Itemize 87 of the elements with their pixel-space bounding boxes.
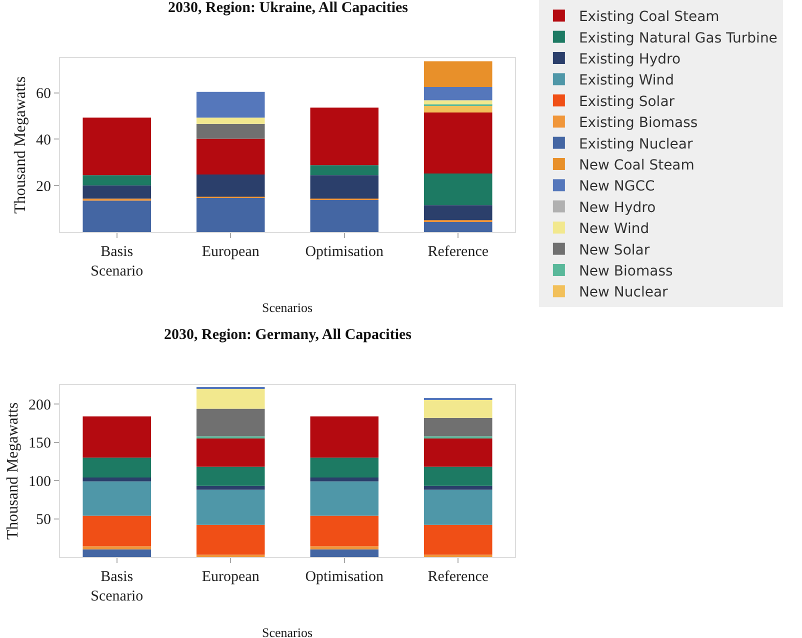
x-axis-title: Scenarios — [262, 625, 313, 638]
bar — [310, 200, 378, 232]
bar — [82, 481, 151, 516]
bar — [196, 198, 265, 232]
chart-title: 2030, Region: Germany, All Capacities — [164, 327, 412, 343]
bar — [424, 61, 492, 87]
legend-label: New Coal Steam — [578, 157, 694, 174]
bar — [424, 486, 492, 490]
bar — [424, 100, 492, 104]
bar — [424, 400, 492, 418]
legend-label: New Biomass — [578, 263, 673, 280]
y-tick-label: 50 — [36, 512, 51, 528]
x-tick-label: European — [202, 244, 260, 260]
bar — [196, 124, 265, 139]
bar — [424, 106, 492, 113]
bar — [82, 516, 151, 546]
bar — [424, 174, 492, 206]
legend-label: New Nuclear — [578, 284, 668, 301]
bar — [196, 408, 265, 436]
bar — [82, 200, 151, 232]
legend-label: Existing Coal Steam — [578, 9, 720, 26]
bar — [310, 478, 378, 482]
x-tick-label: Optimisation — [305, 244, 384, 260]
chart-title: 2030, Region: Ukraine, All Capacities — [168, 0, 408, 16]
bar — [424, 205, 492, 220]
legend-label: Existing Natural Gas Turbine — [578, 30, 778, 46]
bar — [196, 524, 265, 555]
bar — [82, 118, 151, 176]
x-tick-label: Basis Scenario — [90, 569, 144, 604]
bar — [424, 438, 492, 467]
bar — [424, 524, 492, 555]
bar — [82, 185, 151, 199]
bar — [424, 436, 492, 439]
bar — [82, 175, 151, 186]
x-tick-label: Reference — [428, 244, 489, 260]
y-axis-title: Thousand Megawatts — [4, 402, 22, 540]
bar — [424, 466, 492, 486]
legend-label: New Hydro — [578, 200, 656, 216]
legend-label: New NGCC — [578, 178, 656, 195]
legend-label: Existing Nuclear — [578, 136, 693, 152]
legend-label: New Wind — [578, 221, 650, 238]
y-tick-label: 150 — [28, 436, 51, 452]
bar — [424, 418, 492, 436]
bar — [196, 388, 265, 409]
x-tick-label: European — [202, 569, 260, 585]
bar — [424, 112, 492, 174]
bar — [196, 490, 265, 525]
bar — [196, 174, 265, 197]
x-tick-label: Basis Scenario — [90, 244, 144, 280]
y-tick-label: 200 — [28, 397, 51, 414]
bar — [310, 516, 378, 546]
bar — [82, 549, 151, 557]
bar — [196, 118, 265, 124]
bar — [310, 165, 378, 176]
bar — [82, 458, 151, 478]
x-tick-label: Reference — [428, 569, 489, 585]
bar — [196, 138, 265, 174]
legend-label: Existing Biomass — [578, 115, 698, 132]
bar — [424, 490, 492, 525]
bar — [196, 436, 265, 439]
y-tick-label: 20 — [36, 178, 51, 195]
bar — [424, 222, 492, 232]
bar — [424, 87, 492, 100]
bar — [196, 438, 265, 467]
bar — [310, 549, 378, 557]
bar — [82, 546, 151, 550]
legend-label: Existing Hydro — [578, 51, 681, 68]
bar — [196, 466, 265, 486]
x-tick-label: Optimisation — [305, 569, 384, 585]
y-axis-title: Thousand Megawatts — [12, 76, 29, 214]
bar — [310, 481, 378, 516]
bar — [82, 416, 151, 458]
bar — [310, 458, 378, 478]
bar — [310, 175, 378, 199]
bar — [82, 478, 151, 482]
y-tick-label: 60 — [36, 86, 51, 102]
bar — [196, 486, 265, 490]
legend-label: Existing Solar — [578, 94, 675, 110]
bar — [196, 92, 265, 118]
y-tick-label: 40 — [36, 132, 51, 148]
bar — [310, 108, 378, 166]
legend-label: New Solar — [578, 242, 650, 258]
y-tick-label: 100 — [28, 474, 51, 490]
bar — [310, 416, 378, 458]
bar — [310, 546, 378, 550]
legend-label: Existing Wind — [578, 72, 674, 89]
x-axis-title: Scenarios — [262, 300, 313, 315]
